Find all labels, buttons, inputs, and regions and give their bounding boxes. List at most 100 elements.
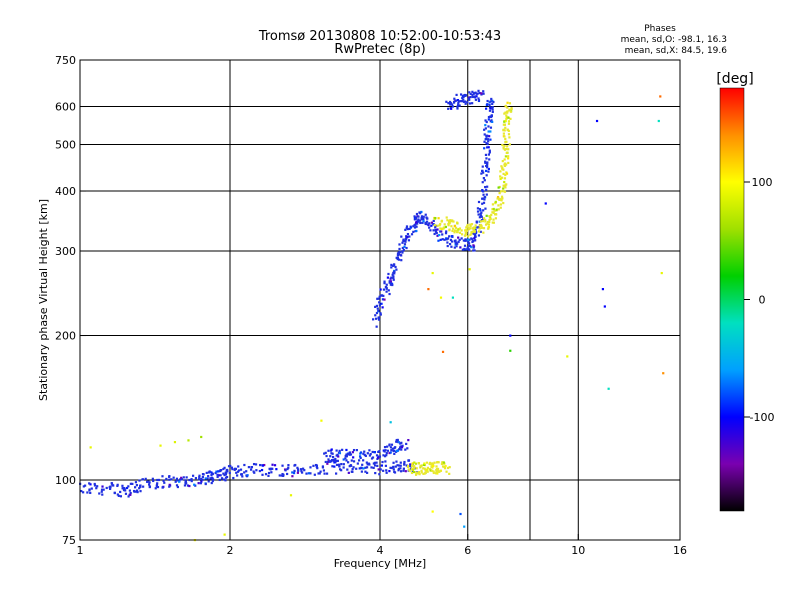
trace-point — [388, 280, 391, 283]
trace-point — [509, 110, 512, 113]
trace-point — [482, 90, 485, 93]
trace-point — [161, 475, 164, 478]
trace-point — [508, 143, 511, 146]
trace-point — [287, 464, 290, 467]
trace-point — [368, 449, 371, 452]
trace-point — [485, 135, 488, 138]
trace-point — [271, 463, 274, 466]
trace-point — [135, 490, 138, 493]
trace-point — [463, 244, 467, 247]
trace-point — [456, 105, 459, 108]
trace-point — [481, 165, 484, 168]
trace-point — [407, 459, 410, 462]
trace-point — [504, 162, 507, 165]
trace-point — [417, 462, 420, 465]
trace-point — [487, 153, 490, 156]
trace-point — [389, 466, 392, 469]
trace-point — [194, 477, 198, 480]
trace-point — [488, 103, 491, 107]
trace-point — [492, 218, 495, 221]
trace-point — [473, 230, 476, 233]
trace-point — [207, 480, 210, 483]
trace-point — [373, 450, 377, 454]
trace-point — [303, 469, 306, 472]
trace-point — [84, 484, 87, 487]
trace-point — [464, 100, 467, 103]
x-tick-label: 16 — [673, 544, 687, 557]
trace-point — [477, 97, 480, 100]
trace-point — [448, 100, 452, 104]
trace-point — [430, 224, 433, 227]
trace-point — [456, 230, 459, 234]
trace-point — [503, 112, 506, 115]
trace-point — [331, 455, 335, 459]
trace-point — [335, 449, 338, 452]
trace-point — [398, 243, 401, 246]
trace-point — [139, 484, 142, 488]
trace-point — [408, 227, 411, 231]
trace-point — [335, 472, 338, 475]
trace-point — [408, 469, 411, 473]
trace-point — [477, 234, 481, 237]
trace-point — [505, 172, 509, 175]
trace-point — [157, 478, 160, 482]
trace-point — [229, 464, 232, 468]
trace-point — [146, 480, 149, 483]
trace-point — [190, 478, 193, 481]
trace-point — [379, 468, 382, 471]
trace-point — [382, 469, 385, 472]
y-tick-label: 400 — [55, 185, 76, 198]
trace-point — [457, 104, 460, 107]
trace-point — [360, 466, 363, 469]
trace-point — [129, 482, 132, 485]
trace-point — [451, 105, 455, 108]
trace-point — [413, 215, 416, 218]
trace-point — [395, 460, 398, 463]
trace-point — [492, 221, 495, 224]
trace-point — [503, 148, 507, 151]
outlier-point — [509, 349, 512, 352]
trace-point — [491, 203, 495, 206]
trace-point — [321, 465, 325, 468]
trace-point — [465, 226, 468, 229]
trace-point — [261, 473, 264, 476]
trace-point — [471, 102, 474, 105]
x-tick-label: 2 — [227, 544, 234, 557]
trace-point — [499, 175, 502, 178]
trace-point — [342, 458, 345, 461]
trace-point — [425, 220, 429, 223]
trace-point — [202, 473, 205, 476]
trace-point — [488, 149, 491, 152]
trace-point — [373, 464, 377, 467]
trace-point — [463, 247, 466, 251]
trace-point — [396, 438, 399, 442]
trace-point — [481, 169, 484, 173]
trace-point — [423, 462, 426, 465]
trace-point — [413, 226, 417, 229]
trace-point — [439, 230, 442, 233]
trace-point — [475, 92, 478, 95]
trace-point — [385, 445, 389, 448]
trace-point — [392, 466, 395, 469]
trace-point — [100, 488, 104, 491]
trace-point — [391, 273, 394, 276]
trace-point — [128, 489, 132, 492]
trace-point — [509, 117, 512, 120]
trace-point — [501, 143, 504, 147]
trace-point — [180, 478, 183, 481]
trace-point — [426, 470, 429, 473]
trace-point — [127, 495, 130, 498]
trace-point — [476, 210, 480, 213]
trace-point — [326, 462, 329, 465]
trace-point — [236, 470, 240, 473]
trace-point — [505, 147, 508, 151]
trace-point — [398, 253, 401, 256]
trace-point — [487, 115, 491, 119]
trace-point — [445, 470, 448, 473]
trace-point — [402, 239, 405, 243]
trace-point — [346, 453, 350, 456]
trace-point — [445, 216, 448, 219]
trace-point — [484, 160, 487, 163]
trace-point — [377, 309, 380, 312]
trace-point — [388, 281, 391, 284]
